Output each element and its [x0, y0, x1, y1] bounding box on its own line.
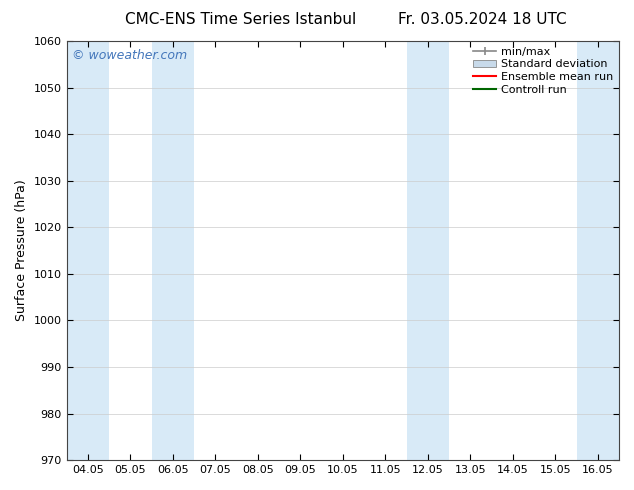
- Y-axis label: Surface Pressure (hPa): Surface Pressure (hPa): [15, 180, 28, 321]
- Text: © woweather.com: © woweather.com: [72, 49, 187, 62]
- Bar: [576, 41, 619, 460]
- Legend: min/max, Standard deviation, Ensemble mean run, Controll run: min/max, Standard deviation, Ensemble me…: [471, 45, 616, 97]
- Bar: [67, 41, 109, 460]
- Text: Fr. 03.05.2024 18 UTC: Fr. 03.05.2024 18 UTC: [398, 12, 566, 27]
- Bar: [152, 41, 194, 460]
- Text: CMC-ENS Time Series Istanbul: CMC-ENS Time Series Istanbul: [126, 12, 356, 27]
- Bar: [406, 41, 449, 460]
